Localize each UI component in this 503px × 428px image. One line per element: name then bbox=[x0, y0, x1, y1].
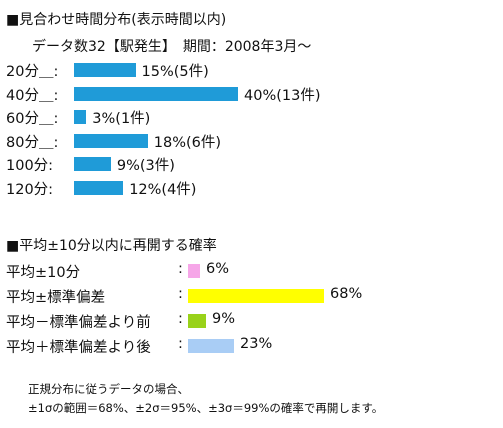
category-label: 120分: bbox=[6, 181, 54, 198]
category-label: 平均±10分 bbox=[6, 265, 81, 281]
category-label: 平均±標準偏差 bbox=[6, 290, 106, 306]
category-label: 60分＿: bbox=[6, 111, 59, 127]
probability-bar bbox=[188, 264, 200, 278]
probability-bar bbox=[188, 289, 324, 303]
value-label: 6% bbox=[206, 261, 230, 277]
distribution-chart-subtitle: データ数32【駅発生】 期間：2008年3月～ bbox=[32, 39, 312, 55]
note-line-2: ±1σの範囲＝68%、±2σ＝95%、±3σ＝99%の確率で再開します。 bbox=[28, 401, 384, 415]
category-label: 100分: bbox=[6, 158, 54, 174]
category-label: 80分＿: bbox=[6, 134, 59, 151]
probability-bar bbox=[188, 314, 206, 328]
value-label: 9%(3件) bbox=[116, 158, 175, 174]
distribution-bar bbox=[74, 180, 124, 195]
distribution-bar bbox=[74, 157, 111, 171]
note-line-1: 正規分布に従うデータの場合、 bbox=[28, 382, 189, 396]
value-label: 9% bbox=[212, 311, 236, 327]
distribution-chart-title: ■見合わせ時間分布(表示時間以内) bbox=[6, 12, 227, 28]
category-label: 平均＋標準偏差より後 bbox=[6, 340, 151, 356]
probability-bar bbox=[188, 339, 234, 353]
distribution-bar bbox=[74, 63, 136, 77]
separator-colon: : bbox=[178, 336, 183, 352]
category-label: 40分＿: bbox=[6, 87, 59, 104]
value-label: 12%(4件) bbox=[129, 181, 197, 198]
probability-chart-title: ■平均±10分以内に再開する確率 bbox=[6, 238, 217, 254]
separator-colon: : bbox=[178, 261, 183, 277]
value-label: 3%(1件) bbox=[92, 111, 151, 127]
value-label: 18%(6件) bbox=[153, 134, 222, 151]
separator-colon: : bbox=[178, 286, 183, 302]
value-label: 23% bbox=[240, 336, 273, 352]
value-label: 15%(5件) bbox=[141, 64, 209, 80]
category-label: 平均－標準偏差より前 bbox=[6, 315, 151, 331]
value-label: 68% bbox=[330, 286, 363, 302]
distribution-bar bbox=[74, 86, 238, 101]
category-label: 20分＿: bbox=[6, 64, 59, 80]
distribution-bar bbox=[74, 133, 148, 148]
separator-colon: : bbox=[178, 311, 183, 327]
distribution-bar bbox=[74, 110, 87, 124]
value-label: 40%(13件) bbox=[244, 87, 321, 104]
